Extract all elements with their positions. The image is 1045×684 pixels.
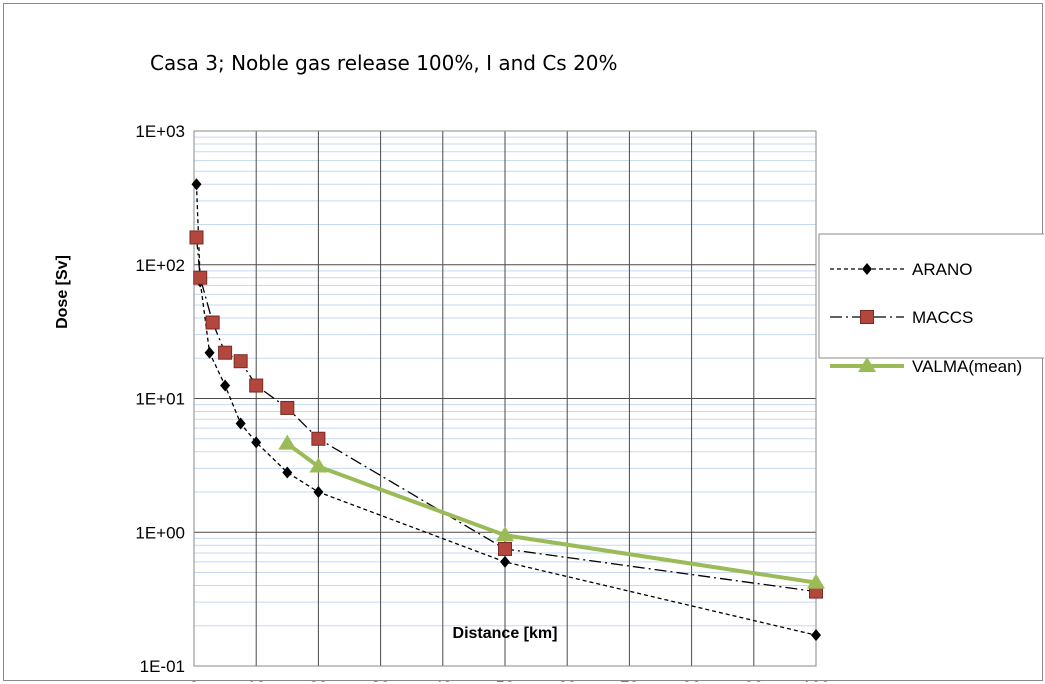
square-marker [233, 354, 248, 369]
square-marker [311, 431, 326, 446]
legend-item: MACCS [830, 308, 973, 327]
y-axis-title: Dose [Sv] [54, 255, 71, 329]
x-tick-label: 10 [247, 678, 266, 682]
legend-item: ARANO [830, 260, 972, 279]
series-layer [189, 178, 825, 642]
triangle-marker [858, 357, 876, 372]
square-marker [205, 315, 220, 330]
x-tick-label: 60 [558, 678, 577, 682]
x-tick-label: 50 [496, 678, 515, 682]
square-marker [189, 230, 204, 245]
x-tick-label: 40 [433, 678, 452, 682]
square-marker [218, 345, 233, 360]
y-tick-label: 1E-01 [140, 657, 185, 676]
y-tick-label: 1E+03 [135, 122, 185, 141]
y-tick-label: 1E+01 [135, 390, 185, 409]
diamond-marker [313, 485, 324, 498]
diamond-marker [282, 466, 293, 479]
diamond-marker [204, 346, 215, 359]
x-tick-label: 100 [802, 678, 830, 682]
square-marker [193, 270, 208, 285]
chart-svg: Casa 3; Noble gas release 100%, I and Cs… [54, 51, 1044, 682]
square-marker [249, 378, 264, 393]
x-tick-label: 80 [682, 678, 701, 682]
diamond-marker [811, 629, 821, 642]
y-axis-ticks: 1E-01 1E+00 1E+01 1E+02 1E+03 [135, 122, 185, 676]
diamond-marker [191, 178, 202, 191]
triangle-marker [309, 457, 328, 473]
legend-label: VALMA(mean) [912, 357, 1022, 376]
diamond-marker [862, 263, 872, 275]
legend-box [818, 233, 1044, 359]
chart-frame: Casa 3; Noble gas release 100%, I and Cs… [3, 3, 1044, 682]
diamond-marker [251, 436, 262, 449]
x-axis-title: Distance [km] [453, 625, 558, 642]
diamond-marker [235, 417, 246, 430]
x-tick-label: 30 [371, 678, 390, 682]
legend-label: ARANO [912, 260, 972, 279]
y-tick-label: 1E+00 [135, 523, 185, 542]
y-tick-label: 1E+02 [135, 256, 185, 275]
chart-title: Casa 3; Noble gas release 100%, I and Cs… [150, 51, 618, 75]
series-line [286, 441, 817, 585]
series-valma-mean [278, 434, 825, 589]
diamond-marker [500, 555, 510, 568]
triangle-marker [278, 434, 297, 450]
diamond-marker [220, 379, 231, 392]
square-marker [280, 400, 295, 415]
legend-label: MACCS [912, 308, 973, 327]
square-marker [498, 541, 512, 556]
grid-lines [193, 130, 817, 667]
x-tick-label: 70 [620, 678, 639, 682]
square-marker [860, 310, 874, 324]
x-axis-ticks: 0 10 20 30 40 50 60 70 80 90 100 [189, 678, 830, 682]
legend: ARANO MACCS VALMA(mean) [818, 233, 1044, 376]
triangle-marker [496, 526, 514, 542]
plot-border [193, 130, 817, 667]
triangle-marker [807, 573, 825, 589]
legend-item: VALMA(mean) [830, 357, 1022, 376]
x-tick-label: 20 [309, 678, 328, 682]
x-tick-label: 90 [744, 678, 763, 682]
series-line [195, 184, 817, 636]
series-line [195, 237, 817, 593]
x-tick-label: 0 [189, 678, 198, 682]
series-maccs [189, 230, 823, 599]
